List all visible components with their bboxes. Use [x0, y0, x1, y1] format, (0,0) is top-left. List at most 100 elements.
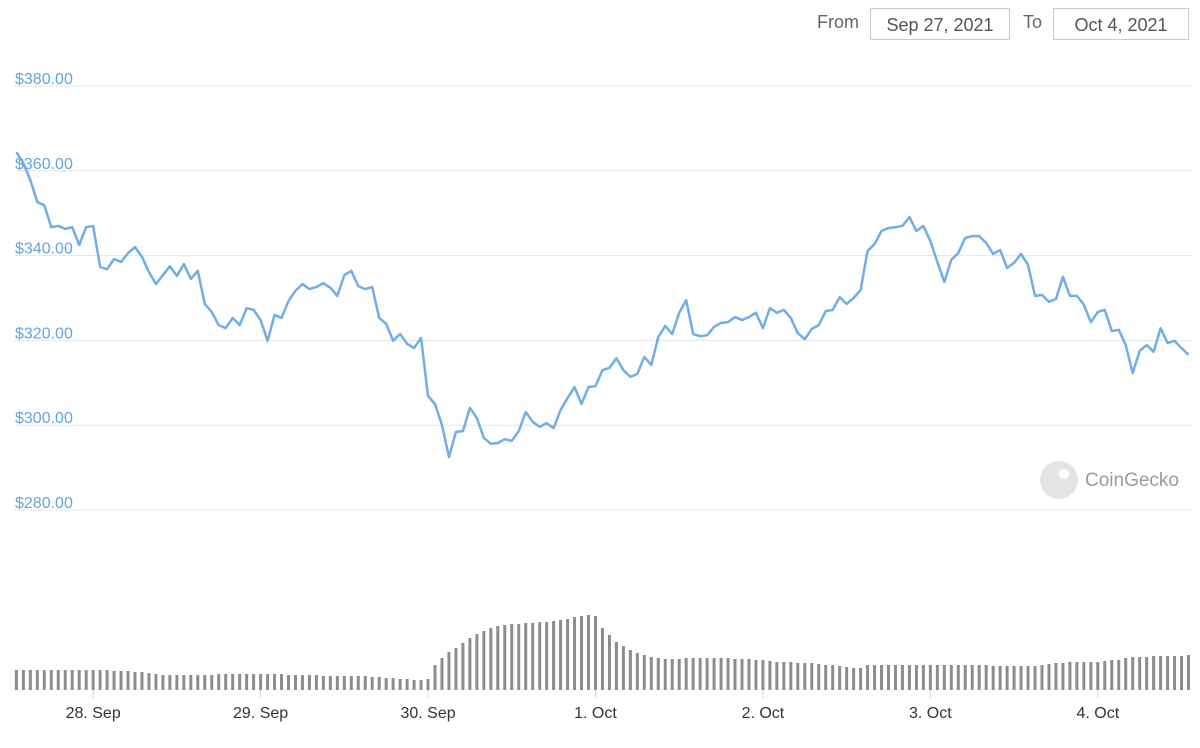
to-input[interactable]: Oct 4, 2021: [1053, 8, 1189, 40]
volume-bar: [1117, 660, 1121, 690]
volume-bar: [370, 677, 374, 690]
volume-bar: [949, 665, 953, 690]
volume-bar: [977, 665, 981, 690]
volume-bar: [1005, 666, 1009, 690]
volume-bar: [119, 671, 123, 690]
y-tick-label: $320.00: [15, 325, 73, 342]
volume-bar: [503, 625, 507, 690]
y-tick-label: $360.00: [15, 156, 73, 173]
volume-bar: [461, 643, 465, 690]
price-line: [15, 151, 1190, 459]
volume-bar: [1110, 660, 1114, 690]
volume-bar: [168, 675, 172, 690]
volume-bar: [300, 675, 304, 690]
volume-bar: [775, 662, 779, 690]
volume-bar: [538, 622, 542, 690]
volume-bar: [928, 665, 932, 690]
volume-bar: [524, 623, 528, 690]
volume-bar: [768, 661, 772, 690]
volume-bar: [573, 617, 577, 690]
volume-bar: [880, 665, 884, 690]
volume-bar: [852, 668, 856, 690]
volume-bar: [1096, 662, 1100, 690]
volume-bar: [203, 675, 207, 690]
volume-bar: [1103, 661, 1107, 690]
volume-bar: [566, 619, 570, 690]
volume-bar: [1075, 662, 1079, 690]
volume-bar: [845, 667, 849, 690]
to-label: To: [1023, 12, 1043, 32]
volume-bar: [14, 670, 18, 690]
volume-bar: [454, 648, 458, 690]
volume-bar: [705, 658, 709, 690]
y-tick-label: $340.00: [15, 241, 73, 258]
volume-bar: [496, 626, 500, 690]
volume-bar: [649, 657, 653, 690]
volume-bar: [342, 676, 346, 690]
watermark: CoinGecko: [1040, 461, 1179, 499]
volume-bar: [175, 675, 179, 690]
volume-bar: [970, 665, 974, 690]
volume-bar: [1012, 666, 1016, 690]
volume-bar: [391, 678, 395, 690]
volume-bar: [754, 660, 758, 690]
y-tick-label: $280.00: [15, 495, 73, 512]
volume-bar: [803, 663, 807, 690]
volume-bar: [259, 674, 263, 690]
x-tick-label: 29. Sep: [233, 705, 288, 722]
volume-bar: [238, 674, 242, 690]
volume-bar: [1166, 656, 1170, 690]
volume-bar: [607, 635, 611, 690]
volume-bar: [1145, 657, 1149, 690]
volume-bar: [63, 670, 67, 690]
volume-bar: [1180, 656, 1184, 690]
volume-bar: [1187, 655, 1191, 690]
volume-bar: [1089, 662, 1093, 690]
volume-bar: [517, 624, 521, 690]
volume-bar: [873, 665, 877, 690]
volume-bar: [133, 672, 137, 690]
volume-bar: [280, 674, 284, 690]
volume-bar: [84, 670, 88, 690]
volume-bar: [21, 670, 25, 690]
volume-bar: [740, 659, 744, 690]
volume-bar: [621, 646, 625, 690]
watermark-logo: [1040, 461, 1078, 499]
volume-bar: [712, 658, 716, 690]
volume-bar: [482, 631, 486, 690]
volume-bar: [900, 665, 904, 690]
volume-bar: [726, 658, 730, 690]
volume-bar: [77, 670, 81, 690]
volume-bar: [196, 675, 200, 690]
from-input[interactable]: Sep 27, 2021: [870, 8, 1010, 40]
volume-bar: [545, 622, 549, 690]
volume-bar: [1131, 657, 1135, 690]
volume-bar: [1082, 662, 1086, 690]
volume-bar: [1138, 657, 1142, 690]
x-tick-label: 28. Sep: [66, 705, 121, 722]
volume-bar: [963, 665, 967, 690]
volume-bar: [293, 675, 297, 690]
volume-bar: [405, 679, 409, 690]
volume-bar: [91, 670, 95, 690]
volume-bar: [1173, 656, 1177, 690]
volume-bar: [266, 674, 270, 690]
x-tick-label: 4. Oct: [1076, 705, 1119, 722]
volume-bar: [475, 634, 479, 690]
volume-bar: [286, 675, 290, 690]
y-tick-label: $380.00: [15, 71, 73, 88]
volume-bar: [998, 666, 1002, 690]
volume-bar: [70, 670, 74, 690]
volume-bar: [154, 674, 158, 690]
volume-bar: [105, 670, 109, 690]
volume-bar: [384, 678, 388, 690]
volume-bar: [147, 673, 151, 690]
volume-bar: [42, 670, 46, 690]
volume-bar: [307, 675, 311, 690]
volume-bar: [859, 668, 863, 690]
volume-bar: [782, 662, 786, 690]
volume-bar: [1068, 662, 1072, 690]
volume-bar: [426, 679, 430, 690]
